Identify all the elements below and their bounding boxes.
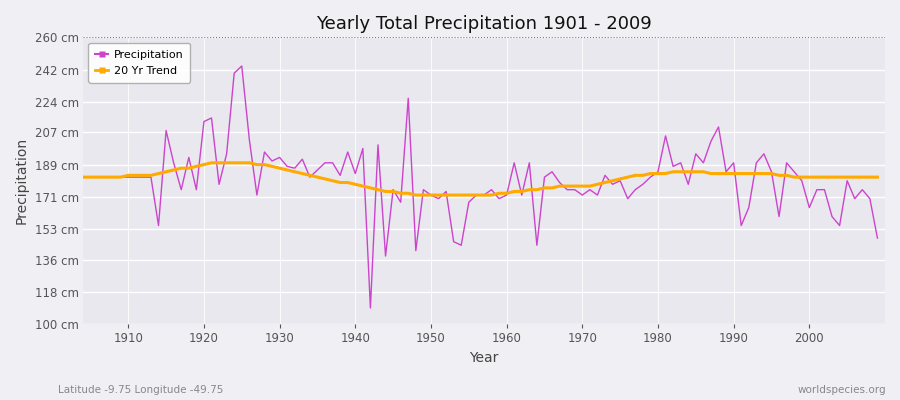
Title: Yearly Total Precipitation 1901 - 2009: Yearly Total Precipitation 1901 - 2009 <box>316 15 652 33</box>
X-axis label: Year: Year <box>469 351 499 365</box>
Text: Latitude -9.75 Longitude -49.75: Latitude -9.75 Longitude -49.75 <box>58 385 224 395</box>
Text: worldspecies.org: worldspecies.org <box>798 385 886 395</box>
Legend: Precipitation, 20 Yr Trend: Precipitation, 20 Yr Trend <box>88 43 191 83</box>
Y-axis label: Precipitation: Precipitation <box>15 137 29 224</box>
